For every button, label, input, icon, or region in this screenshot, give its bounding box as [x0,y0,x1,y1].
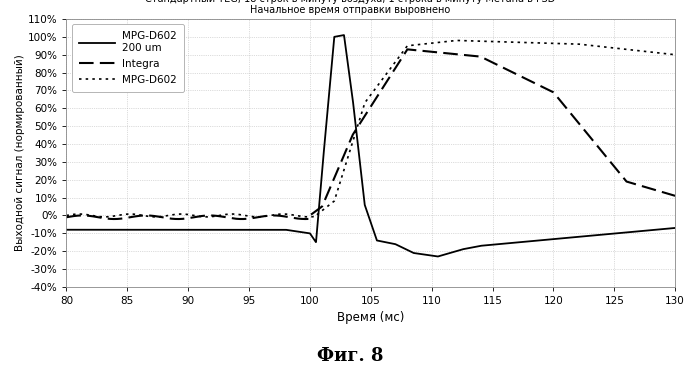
Text: Усреднение 5-ти серий нормированных значений – ламинарные условия
Стандартный TE: Усреднение 5-ти серий нормированных знач… [145,0,555,15]
Line: Integra: Integra [66,49,675,219]
Integra [403,47,412,52]
MPG-D602
200 um [671,226,679,230]
Text: Фиг. 8: Фиг. 8 [316,347,384,365]
Integra [295,217,303,221]
MPG-D602 [452,38,461,43]
MPG-D602
200 um [517,240,525,244]
MPG-D602 [173,212,181,216]
MPG-D602 [671,52,679,57]
MPG-D602
200 um [428,254,436,258]
MPG-D602
200 um [173,228,181,232]
MPG-D602 [62,213,71,218]
MPG-D602
200 um [563,236,571,240]
MPG-D602
200 um [458,247,467,252]
MPG-D602
200 um [340,33,348,37]
MPG-D602 [563,41,571,46]
MPG-D602
200 um [433,254,442,259]
Integra [563,107,571,111]
MPG-D602 [101,215,109,219]
Y-axis label: Выходной сигнал (нормированный): Выходной сигнал (нормированный) [15,55,25,251]
Legend: MPG-D602
200 um, Integra, MPG-D602: MPG-D602 200 um, Integra, MPG-D602 [71,24,183,92]
Integra [62,215,71,220]
Line: MPG-D602
200 um: MPG-D602 200 um [66,35,675,256]
Line: MPG-D602: MPG-D602 [66,41,675,217]
Integra [301,217,309,221]
MPG-D602 [517,40,525,45]
MPG-D602
200 um [295,230,303,234]
MPG-D602
200 um [62,228,71,232]
MPG-D602 [458,38,467,43]
MPG-D602 [428,41,436,45]
MPG-D602 [295,214,303,218]
Integra [428,49,436,54]
Integra [458,52,467,57]
X-axis label: Время (мс): Время (мс) [337,311,405,324]
Integra [671,194,679,198]
Integra [517,74,525,79]
Integra [173,217,181,221]
